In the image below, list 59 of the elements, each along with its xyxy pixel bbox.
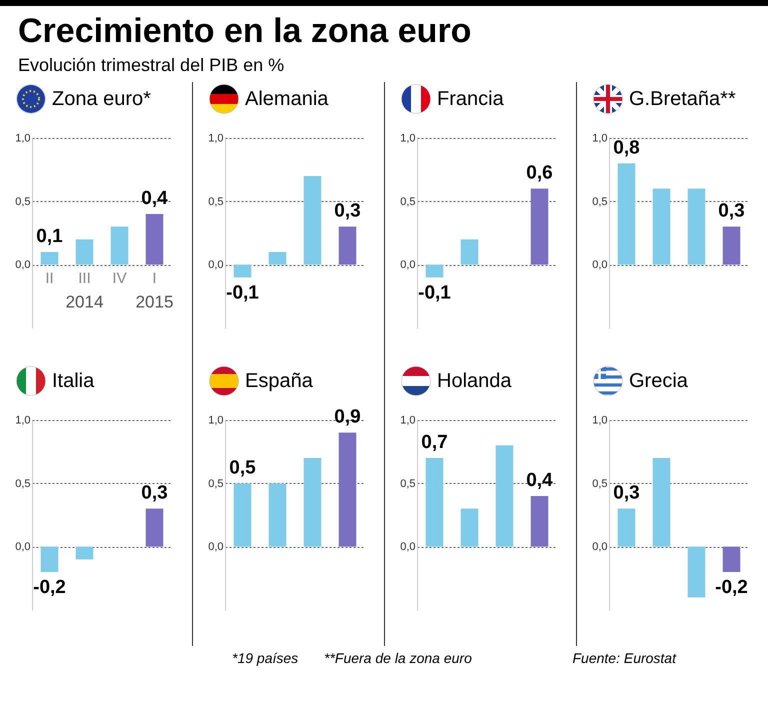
- y-tick-label: 0,0: [15, 541, 30, 554]
- source-note: Fuente: Eurostat: [572, 650, 676, 666]
- annotation: 2015: [136, 292, 174, 312]
- y-tick-label: 1,0: [208, 414, 224, 426]
- chart-title: Italia: [52, 370, 94, 392]
- data-label: 0,8: [613, 137, 640, 158]
- data-label: -0,2: [33, 577, 66, 598]
- chart-title: Alemania: [245, 88, 328, 110]
- y-tick-label: 1,0: [208, 132, 224, 144]
- data-label: 0,4: [526, 470, 554, 491]
- chart-title: España: [245, 370, 313, 392]
- y-tick-label: 0,0: [400, 541, 416, 554]
- data-label: 0,3: [141, 482, 168, 504]
- data-label: 0,7: [421, 432, 448, 453]
- x-tick-label: III: [78, 270, 91, 288]
- data-label: -0,1: [418, 282, 452, 304]
- y-tick-label: 0,0: [400, 259, 416, 272]
- y-tick-label: 0,5: [15, 196, 30, 208]
- chart-title: Holanda: [437, 370, 512, 392]
- chart-title: Grecia: [629, 370, 688, 392]
- y-tick-label: 0,5: [400, 196, 416, 208]
- data-label: 0,6: [526, 162, 553, 184]
- x-tick-label: IV: [112, 270, 127, 288]
- y-tick-label: 0,5: [208, 196, 224, 208]
- y-tick-label: 0,0: [15, 259, 30, 272]
- y-tick-label: 0,5: [15, 478, 30, 490]
- text: Crecimiento en la zona euro: [18, 12, 472, 51]
- data-label: 0,5: [229, 457, 256, 478]
- y-tick-label: 0,0: [208, 259, 224, 272]
- data-label: 0,3: [613, 482, 640, 504]
- data-label: 0,3: [334, 200, 361, 222]
- data-label: 0,1: [36, 226, 64, 247]
- y-tick-label: 0,0: [208, 541, 224, 554]
- y-tick-label: 0,5: [592, 478, 608, 490]
- chart-title: G.Bretaña**: [629, 88, 736, 110]
- y-tick-label: 1,0: [15, 414, 30, 426]
- chart-title: Francia: [437, 88, 504, 110]
- x-tick-label: II: [45, 270, 54, 288]
- data-label: 0,3: [718, 200, 745, 222]
- y-tick-label: 0,5: [400, 478, 416, 490]
- data-label: -0,1: [226, 282, 260, 304]
- chart-title: Zona euro*: [52, 88, 151, 110]
- data-label: 0,9: [334, 406, 361, 428]
- text: Evolución trimestral del PIB en %: [18, 55, 286, 76]
- text: *19 países: [232, 650, 298, 666]
- y-tick-label: 0,5: [592, 196, 608, 208]
- x-tick-label: I: [152, 270, 157, 288]
- y-tick-label: 1,0: [592, 132, 608, 144]
- annotation: 2014: [66, 292, 104, 312]
- y-tick-label: 1,0: [15, 132, 30, 144]
- y-tick-label: 0,0: [592, 541, 608, 554]
- y-tick-label: 0,0: [592, 259, 608, 272]
- y-tick-label: 1,0: [400, 414, 416, 426]
- text: **Fuera de la zona euro: [324, 650, 472, 666]
- data-label: 0,4: [141, 188, 168, 209]
- y-tick-label: 1,0: [592, 414, 608, 426]
- data-label: -0,2: [715, 577, 748, 598]
- y-tick-label: 0,5: [208, 478, 224, 490]
- y-tick-label: 1,0: [400, 132, 416, 144]
